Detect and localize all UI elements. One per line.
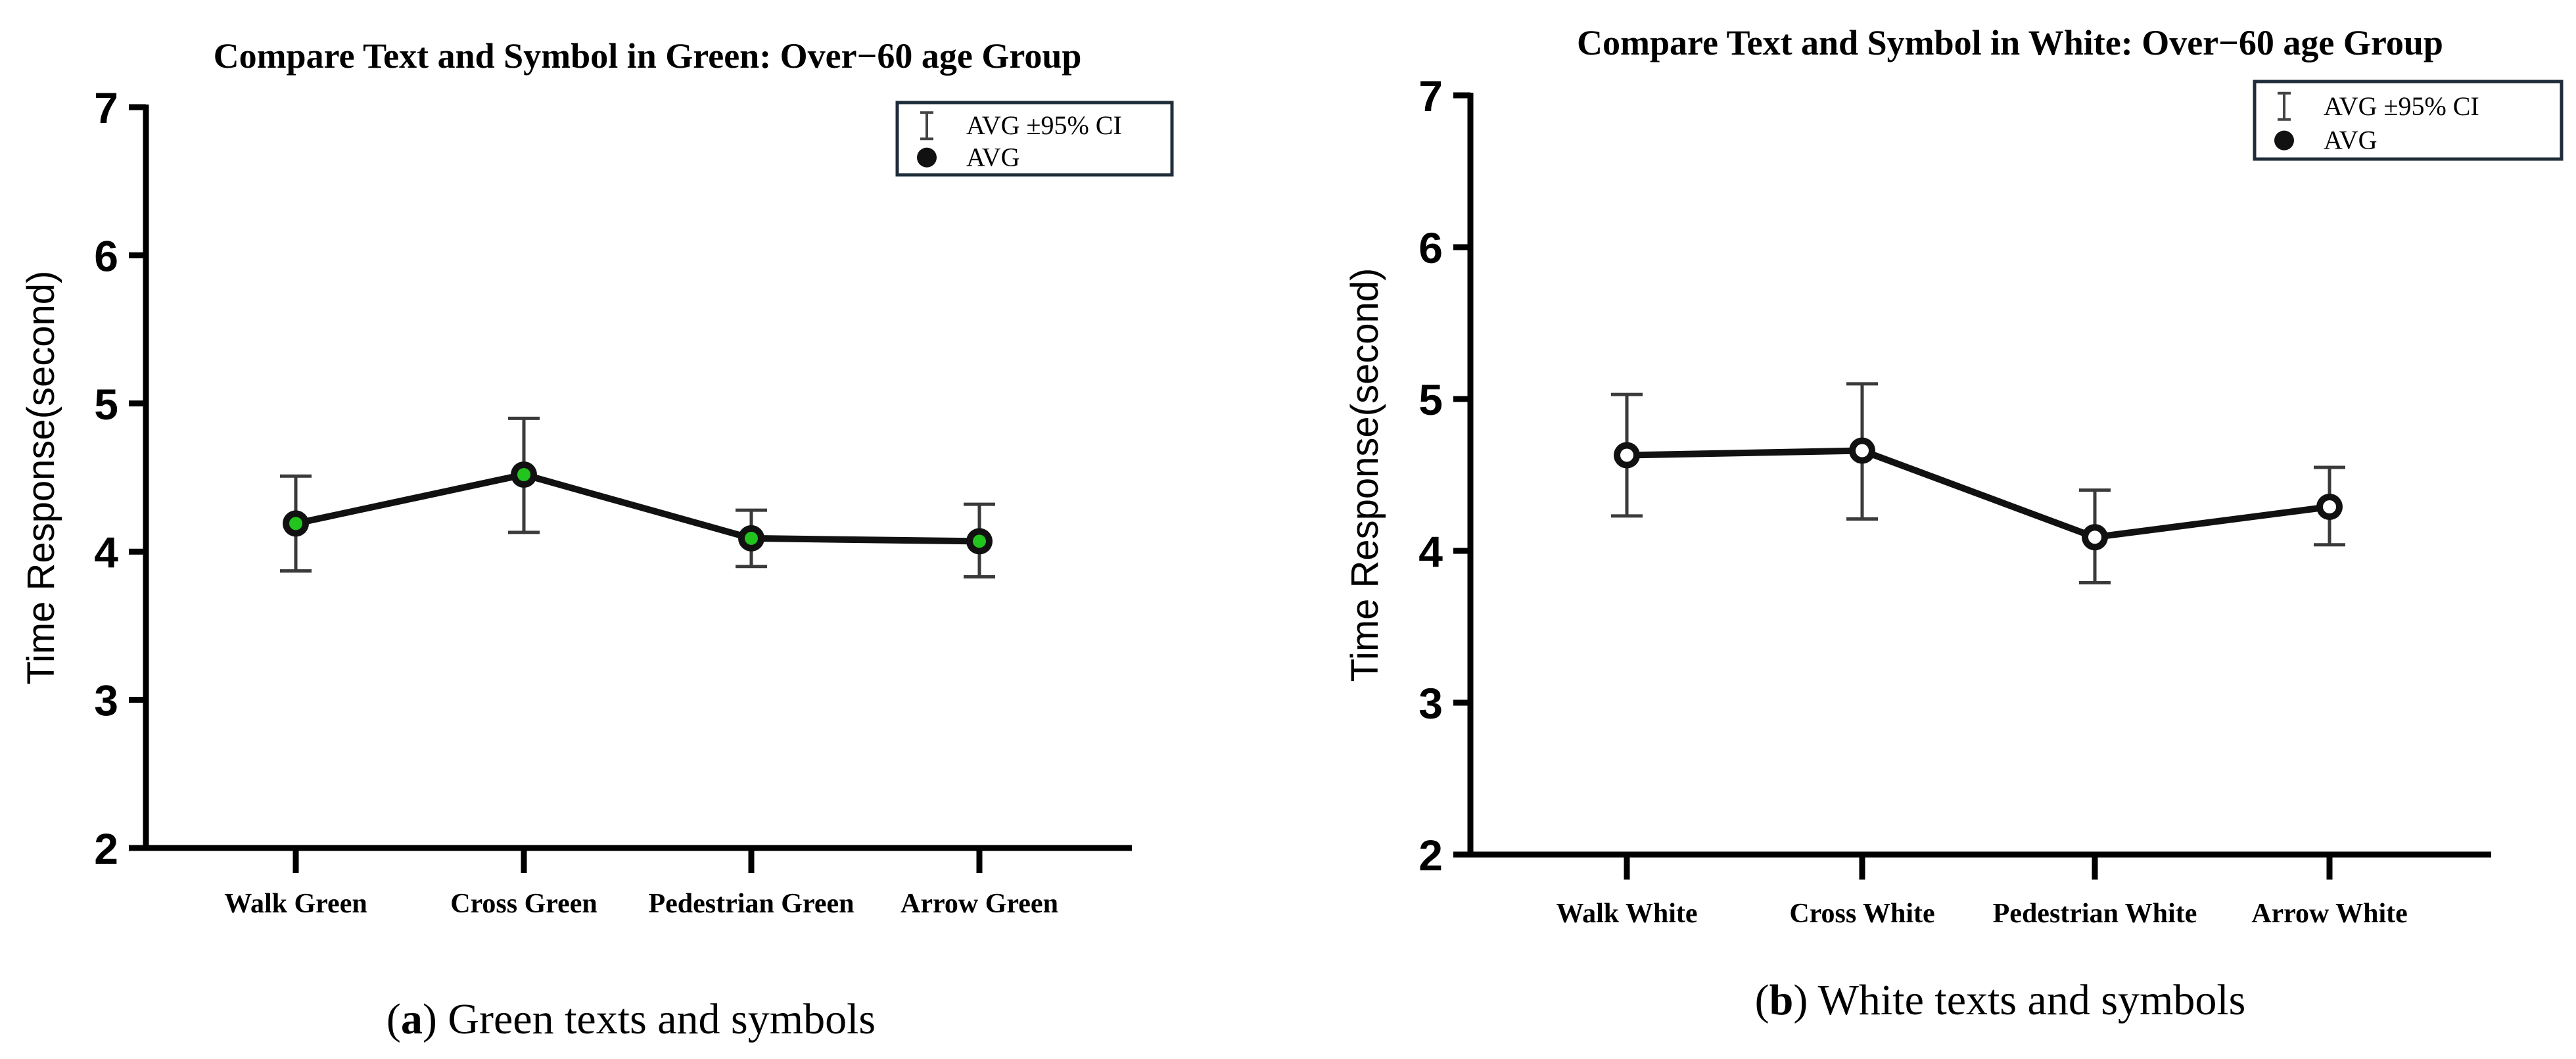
data-point-avg-inner xyxy=(973,534,986,548)
legend-label-ci: AVG ±95% CI xyxy=(966,110,1122,140)
chart-title: Compare Text and Symbol in White: Over−6… xyxy=(1577,23,2443,62)
chart-title: Compare Text and Symbol in Green: Over−6… xyxy=(214,36,1082,76)
data-point-avg-inner xyxy=(745,531,758,545)
panel-caption: (a) Green texts and symbols xyxy=(386,995,876,1043)
y-tick-label: 5 xyxy=(94,380,118,429)
y-tick-label: 3 xyxy=(1418,679,1443,728)
x-tick-label: Cross Green xyxy=(450,889,597,919)
panel-green: Compare Text and Symbol in Green: Over−6… xyxy=(20,36,1174,1043)
x-tick-label: Pedestrian Green xyxy=(649,889,855,919)
data-point-avg-inner xyxy=(1856,444,1869,458)
x-tick-label: Cross White xyxy=(1789,899,1934,929)
y-tick-label: 6 xyxy=(94,231,118,280)
caption-paren: ( xyxy=(1755,976,1769,1024)
x-tick-label: Arrow Green xyxy=(901,889,1058,919)
series-line-avg xyxy=(294,471,980,545)
x-tick-label: Pedestrian White xyxy=(1993,899,2197,929)
caption-text: ) Green texts and symbols xyxy=(423,995,876,1043)
legend-label-avg: AVG xyxy=(966,143,1020,172)
y-tick-label: 7 xyxy=(1418,72,1443,120)
data-point-avg-inner xyxy=(1620,448,1633,462)
caption-paren: ( xyxy=(386,995,401,1043)
legend-label-ci: AVG ±95% CI xyxy=(2324,91,2479,121)
y-axis-label: Time Response(second) xyxy=(20,271,62,685)
legend-marker-icon xyxy=(2274,130,2294,151)
y-tick-label: 4 xyxy=(1418,527,1443,576)
y-tick-label: 2 xyxy=(94,824,118,873)
legend-box xyxy=(2253,80,2564,161)
panel-caption: (b) White texts and symbols xyxy=(1755,976,2246,1024)
panel-white: Compare Text and Symbol in White: Over−6… xyxy=(1344,23,2564,1024)
data-point-avg-inner xyxy=(2088,530,2101,544)
legend-marker-icon xyxy=(917,147,937,168)
y-tick-label: 3 xyxy=(94,676,118,725)
data-point-avg-inner xyxy=(289,517,302,530)
caption-text: ) White texts and symbols xyxy=(1793,976,2245,1024)
data-point-avg-inner xyxy=(517,467,530,481)
y-tick-label: 2 xyxy=(1418,831,1443,880)
data-point-avg-inner xyxy=(2323,500,2336,514)
y-tick-label: 5 xyxy=(1418,375,1443,424)
y-tick-label: 7 xyxy=(94,83,118,132)
y-tick-label: 4 xyxy=(94,528,118,577)
x-tick-label: Arrow White xyxy=(2251,899,2408,929)
y-tick-label: 6 xyxy=(1418,224,1443,272)
caption-letter: b xyxy=(1769,976,1794,1024)
legend-label-avg: AVG xyxy=(2324,126,2377,155)
caption-letter: a xyxy=(401,995,423,1043)
y-axis-label: Time Response(second) xyxy=(1344,268,1386,682)
series-line-avg xyxy=(1626,447,2330,541)
x-tick-label: Walk White xyxy=(1556,899,1697,929)
legend-box xyxy=(895,101,1174,177)
x-tick-label: Walk Green xyxy=(224,889,367,919)
